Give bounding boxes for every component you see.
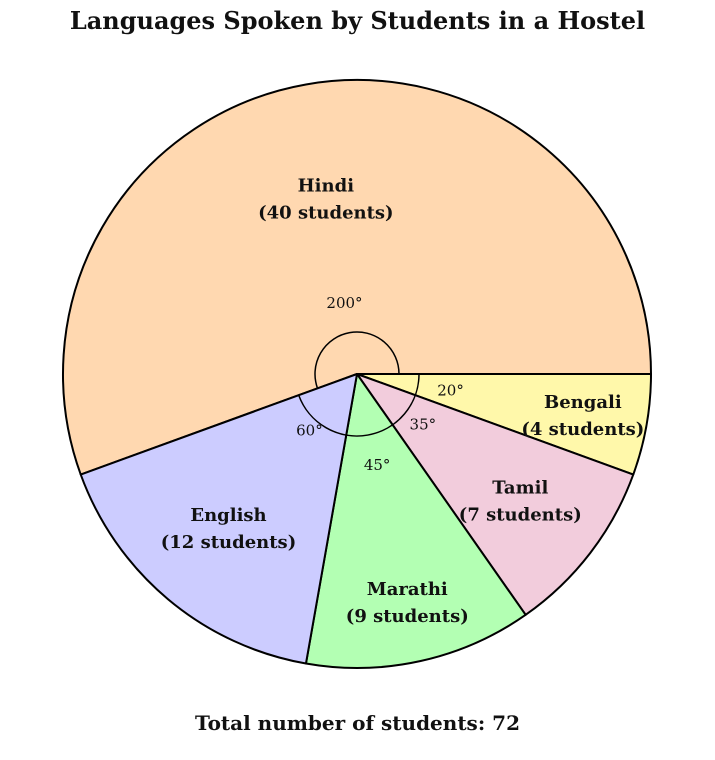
chart-title: Languages Spoken by Students in a Hostel: [69, 6, 646, 35]
slice-value-hindi: (40 students): [258, 202, 393, 223]
slice-name-bengali: Bengali: [544, 392, 622, 413]
slice-value-tamil: (7 students): [459, 504, 582, 525]
angle-arc-hindi: [314, 331, 400, 389]
pie-slice-hindi: [62, 79, 652, 476]
pie-slice-marathi: [304, 373, 527, 669]
slice-value-english: (12 students): [161, 532, 296, 553]
pie-slice-english: [79, 373, 358, 665]
slice-value-marathi: (9 students): [346, 606, 469, 627]
angle-label-tamil: 35°: [410, 416, 437, 434]
total-students-value: 72: [492, 711, 521, 735]
total-students-caption: Total number of students: 72: [0, 708, 715, 738]
angle-label-bengali: 20°: [437, 381, 464, 399]
slice-name-english: English: [190, 505, 266, 526]
pie-slice-tamil: [356, 373, 635, 616]
total-students-text: Total number of students:: [194, 711, 486, 735]
slice-value-bengali: (4 students): [521, 419, 644, 440]
slice-name-hindi: Hindi: [298, 175, 355, 196]
angle-label-marathi: 45°: [364, 456, 391, 474]
pie-labels: Hindi (40 students) 200° Bengali (4 students…: [161, 175, 645, 626]
slice-name-tamil: Tamil: [492, 477, 548, 498]
angle-label-hindi: 200°: [326, 294, 362, 312]
pie-slices: [62, 79, 652, 669]
slice-name-marathi: Marathi: [367, 579, 448, 600]
angle-arcs: [298, 331, 420, 437]
angle-arc-lower: [298, 373, 420, 437]
angle-label-english: 60°: [296, 422, 323, 440]
